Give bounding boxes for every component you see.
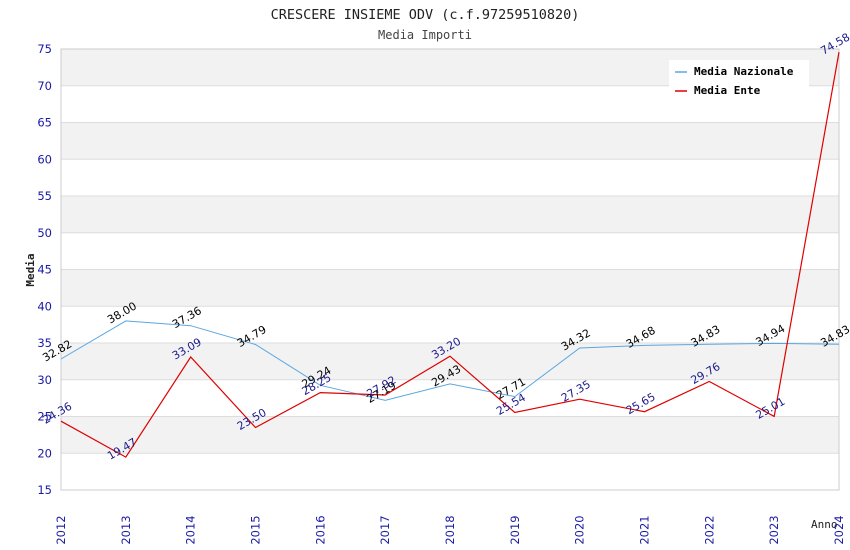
y-tick-label: 45 — [37, 263, 52, 277]
x-tick-label: 2012 — [54, 515, 68, 544]
x-tick-labels: 2012 2013 2014 2015 2016 2017 2018 2019 2020 2021… — [54, 515, 846, 544]
legend-box — [669, 60, 809, 102]
series-line-media-ente — [60, 51, 840, 458]
y-tick-label: 55 — [37, 189, 52, 203]
x-tick-label: 2015 — [249, 515, 263, 544]
x-tick-label: 2019 — [508, 515, 522, 544]
x-axis-label: Anno — [811, 518, 838, 531]
y-tick-label: 15 — [37, 483, 52, 497]
x-tick-label: 2023 — [767, 515, 781, 544]
y-tick-label: 70 — [37, 79, 52, 93]
y-axis-label: Media — [24, 253, 37, 286]
y-tick-label: 30 — [37, 373, 52, 387]
plot-frame — [60, 48, 840, 491]
series-line-media-nazionale — [60, 320, 840, 401]
background-band — [61, 269, 839, 307]
x-tick-label: 2013 — [119, 515, 133, 544]
background-band — [61, 416, 839, 454]
legend-label-media-ente: Media Ente — [694, 84, 761, 97]
y-tick-label: 25 — [37, 410, 52, 424]
legend-label-media-nazionale: Media Nazionale — [694, 65, 794, 78]
background-band — [61, 122, 839, 160]
chart-subtitle: Media Importi — [378, 28, 472, 42]
x-tick-label: 2014 — [184, 515, 198, 544]
data-label-media-nazionale: 37.36 — [170, 304, 204, 331]
y-tick-labels: 15 20 25 30 35 40 45 50 55 60 65 70 75 — [37, 42, 52, 497]
y-tick-label: 65 — [37, 116, 52, 130]
x-tick-label: 2018 — [443, 515, 457, 544]
background-bands — [61, 49, 839, 454]
x-tick-label: 2016 — [313, 515, 327, 544]
y-tick-label: 50 — [37, 226, 52, 240]
chart-title: CRESCERE INSIEME ODV (c.f.97259510820) — [271, 7, 580, 23]
legend: Media Nazionale Media Ente — [669, 60, 809, 102]
background-band — [61, 343, 839, 380]
x-tick-label: 2022 — [702, 515, 716, 544]
data-label-media-ente: 25.65 — [624, 390, 658, 417]
x-tick-label: 2021 — [638, 515, 652, 544]
y-tick-label: 40 — [37, 299, 52, 313]
series-lines — [60, 51, 840, 458]
x-tick-label: 2020 — [573, 515, 587, 544]
y-tick-label: 75 — [37, 42, 52, 56]
x-tick-label: 2017 — [378, 515, 392, 544]
y-tick-label: 20 — [37, 446, 52, 460]
y-tick-label: 35 — [37, 336, 52, 350]
background-band — [61, 196, 839, 233]
x-tick-label: 2024 — [832, 515, 846, 544]
y-tick-label: 60 — [37, 152, 52, 166]
